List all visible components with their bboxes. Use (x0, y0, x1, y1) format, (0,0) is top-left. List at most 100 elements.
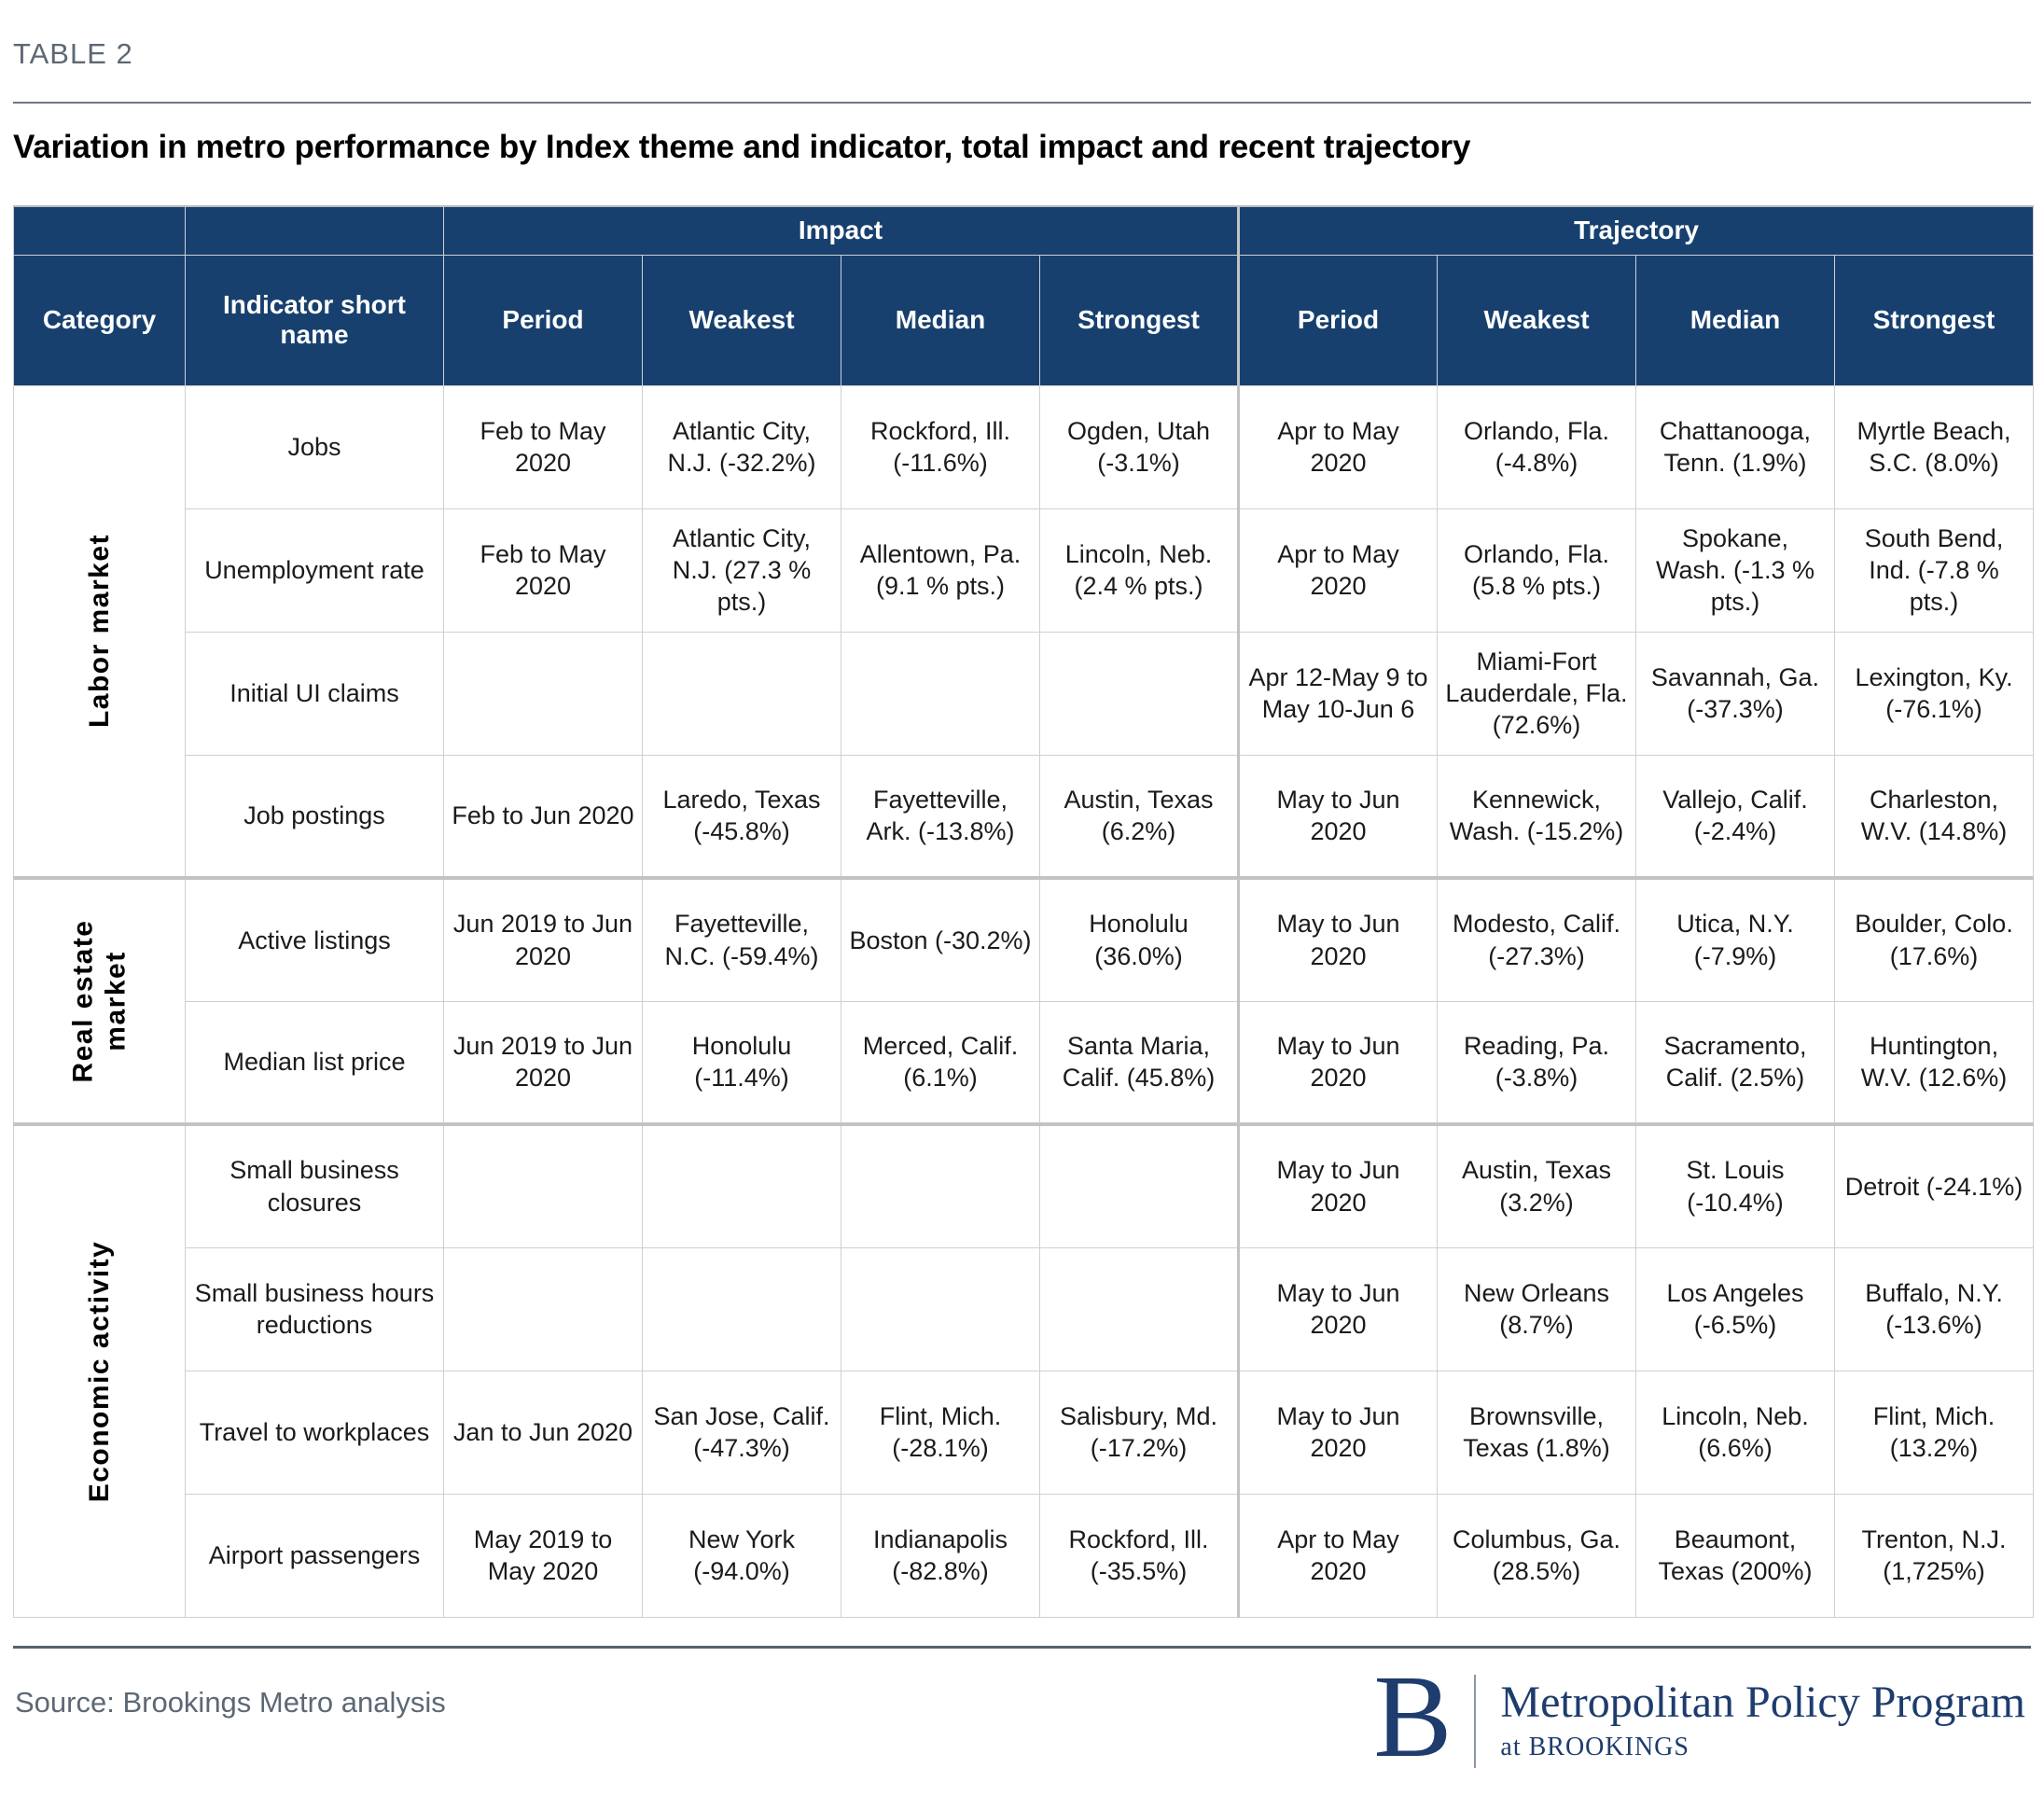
trajectory-period-cell: Apr to May 2020 (1237, 1493, 1438, 1618)
category-label-cell: Real estate market (13, 876, 186, 1125)
impact-median-cell (841, 1122, 1040, 1248)
trajectory-period-cell: Apr to May 2020 (1237, 508, 1438, 633)
category-label: Real estate market (67, 919, 131, 1083)
category-label-cell: Labor market (13, 384, 186, 879)
impact-weakest-cell: New York (-94.0%) (642, 1493, 841, 1618)
table-row: Airport passengers May 2019 to May 2020 … (14, 1493, 2035, 1618)
trajectory-median-cell: Chattanooga, Tenn. (1.9%) (1635, 384, 1835, 509)
indicator-cell: Median list price (185, 1000, 444, 1125)
impact-weakest-cell (642, 631, 841, 756)
trajectory-median-cell: Lincoln, Neb. (6.6%) (1635, 1370, 1835, 1495)
impact-strongest-cell: Santa Maria, Calif. (45.8%) (1039, 1000, 1239, 1125)
table-row: Labor market Jobs Feb to May 2020 Atlant… (13, 384, 2035, 879)
table-row: Median list price Jun 2019 to Jun 2020 H… (14, 1000, 2035, 1125)
indicator-cell: Initial UI claims (185, 631, 444, 756)
trajectory-strongest-cell: Detroit (-24.1%) (1833, 1122, 2035, 1248)
trajectory-weakest-cell: Miami-Fort Lauderdale, Fla. (72.6%) (1437, 631, 1636, 756)
trajectory-strongest-cell: Huntington, W.V. (12.6%) (1833, 1000, 2035, 1125)
table-row: Unemployment rate Feb to May 2020 Atlant… (14, 508, 2035, 633)
indicator-cell: Airport passengers (185, 1493, 444, 1618)
impact-weakest-cell: Laredo, Texas (-45.8%) (642, 754, 841, 879)
impact-weakest-cell: Atlantic City, N.J. (-32.2%) (642, 384, 841, 509)
trajectory-weakest-cell: Orlando, Fla. (5.8 % pts.) (1437, 508, 1636, 633)
brookings-b-logo-icon: B (1373, 1651, 1453, 1782)
trajectory-weakest-cell: Modesto, Calif. (-27.3%) (1437, 876, 1636, 1002)
impact-period-cell: Feb to Jun 2020 (443, 754, 643, 879)
footer-rule (13, 1645, 2031, 1649)
column-header-impact-period: Period (443, 254, 643, 386)
impact-period-cell: Feb to May 2020 (443, 384, 643, 509)
trajectory-period-cell: Apr 12-May 9 to May 10-Jun 6 (1237, 631, 1438, 756)
trajectory-strongest-cell: Charleston, W.V. (14.8%) (1833, 754, 2035, 879)
column-header-trajectory-median: Median (1635, 254, 1835, 386)
impact-period-cell: Jun 2019 to Jun 2020 (443, 1000, 643, 1125)
trajectory-strongest-cell: Myrtle Beach, S.C. (8.0%) (1833, 384, 2035, 509)
category-label: Labor market (83, 534, 115, 729)
impact-period-cell (443, 631, 643, 756)
trajectory-weakest-cell: Reading, Pa. (-3.8%) (1437, 1000, 1636, 1125)
trajectory-strongest-cell: Lexington, Ky. (-76.1%) (1833, 631, 2035, 756)
table-row: Small business hours reductions May to J… (14, 1246, 2035, 1371)
group-header-row: Impact Trajectory (13, 205, 2035, 256)
category-label-cell: Economic activity (13, 1122, 186, 1618)
trajectory-weakest-cell: Columbus, Ga. (28.5%) (1437, 1493, 1636, 1618)
impact-strongest-cell: Honolulu (36.0%) (1039, 876, 1239, 1002)
column-header-trajectory-weakest: Weakest (1437, 254, 1636, 386)
impact-period-cell (443, 1246, 643, 1371)
page-title: Variation in metro performance by Index … (13, 129, 1471, 165)
indicator-cell: Small business hours reductions (185, 1246, 444, 1371)
table-row: Travel to workplaces Jan to Jun 2020 San… (14, 1370, 2035, 1495)
trajectory-period-cell: May to Jun 2020 (1237, 754, 1438, 879)
impact-median-cell: Rockford, Ill. (-11.6%) (841, 384, 1040, 509)
table-label: TABLE 2 (13, 37, 133, 70)
logo-divider (1474, 1674, 1477, 1768)
impact-weakest-cell: Fayetteville, N.C. (-59.4%) (642, 876, 841, 1002)
impact-median-cell: Indianapolis (-82.8%) (841, 1493, 1040, 1618)
impact-period-cell: Jan to Jun 2020 (443, 1370, 643, 1495)
trajectory-strongest-cell: Trenton, N.J. (1,725%) (1833, 1493, 2035, 1618)
logo-text: Metropolitan Policy Program at BROOKINGS (1500, 1679, 2025, 1762)
impact-median-cell: Boston (-30.2%) (841, 876, 1040, 1002)
indicator-cell: Unemployment rate (185, 508, 444, 633)
trajectory-median-cell: Vallejo, Calif. (-2.4%) (1635, 754, 1835, 879)
table-row: Initial UI claims Apr 12-May 9 to May 10… (14, 631, 2035, 756)
empty-header-cell (13, 205, 186, 256)
indicator-cell: Travel to workplaces (185, 1370, 444, 1495)
trajectory-median-cell: St. Louis (-10.4%) (1635, 1122, 1835, 1248)
impact-period-cell: Jun 2019 to Jun 2020 (443, 876, 643, 1002)
group-header-trajectory: Trajectory (1236, 205, 2035, 256)
trajectory-weakest-cell: Orlando, Fla. (-4.8%) (1437, 384, 1636, 509)
impact-weakest-cell (642, 1122, 841, 1248)
category-label: Economic activity (83, 1240, 115, 1503)
impact-median-cell: Merced, Calif. (6.1%) (841, 1000, 1040, 1125)
column-header-category: Category (13, 254, 186, 386)
header-rule (13, 102, 2031, 104)
impact-median-cell: Fayetteville, Ark. (-13.8%) (841, 754, 1040, 879)
indicator-cell: Jobs (185, 384, 444, 509)
column-header-impact-strongest: Strongest (1039, 254, 1239, 386)
indicator-cell: Small business closures (185, 1122, 444, 1248)
indicator-cell: Active listings (185, 876, 444, 1002)
trajectory-strongest-cell: South Bend, Ind. (-7.8 % pts.) (1833, 508, 2035, 633)
impact-period-cell: May 2019 to May 2020 (443, 1493, 643, 1618)
trajectory-period-cell: May to Jun 2020 (1237, 876, 1438, 1002)
group-header-impact: Impact (443, 205, 1239, 256)
trajectory-median-cell: Utica, N.Y. (-7.9%) (1635, 876, 1835, 1002)
impact-weakest-cell (642, 1246, 841, 1371)
trajectory-strongest-cell: Flint, Mich. (13.2%) (1833, 1370, 2035, 1495)
table-row: Real estate market Active listings Jun 2… (13, 876, 2035, 1125)
impact-median-cell (841, 1246, 1040, 1371)
impact-strongest-cell (1039, 631, 1239, 756)
program-tagline: at BROOKINGS (1500, 1732, 1689, 1761)
column-header-row: Category Indicator short name Period Wea… (13, 254, 2035, 386)
impact-strongest-cell: Lincoln, Neb. (2.4 % pts.) (1039, 508, 1239, 633)
trajectory-weakest-cell: Brownsville, Texas (1.8%) (1437, 1370, 1636, 1495)
trajectory-period-cell: May to Jun 2020 (1237, 1246, 1438, 1371)
empty-header-cell (185, 205, 444, 256)
impact-weakest-cell: Honolulu (-11.4%) (642, 1000, 841, 1125)
trajectory-median-cell: Beaumont, Texas (200%) (1635, 1493, 1835, 1618)
impact-weakest-cell: Atlantic City, N.J. (27.3 % pts.) (642, 508, 841, 633)
impact-period-cell (443, 1122, 643, 1248)
trajectory-median-cell: Los Angeles (-6.5%) (1635, 1246, 1835, 1371)
